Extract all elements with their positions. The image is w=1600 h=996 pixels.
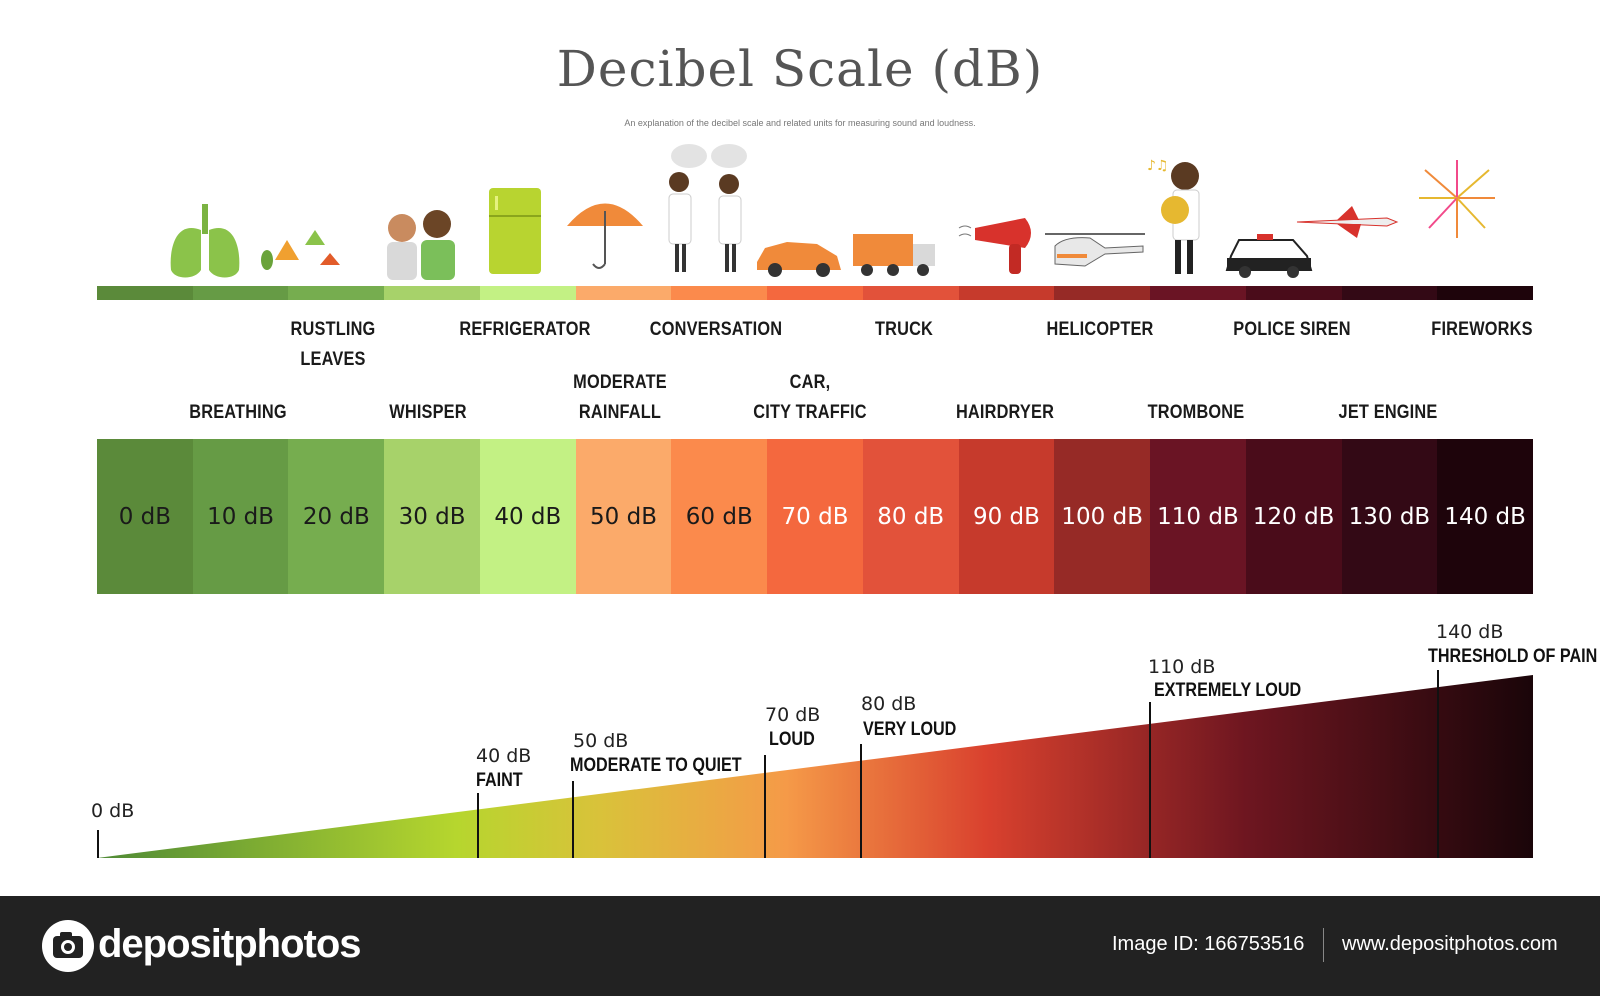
source-rustling-leaves: RUSTLING LEAVES (290, 319, 376, 370)
source-moderate-rainfall: MODERATE RAINFALL (573, 372, 667, 423)
trombone-player-icon: ♪♫ (1147, 158, 1200, 274)
site-url[interactable]: www.depositphotos.com (1342, 933, 1558, 955)
db-cell: 40 dB (479, 439, 576, 594)
source-whisper: WHISPER (389, 402, 467, 423)
marker-140-db: 140 dB (1436, 621, 1504, 643)
strip-segment (479, 286, 576, 300)
db-cell: 30 dB (384, 439, 480, 594)
strip-segment (862, 286, 959, 300)
source-trombone: TROMBONE (1147, 402, 1245, 423)
marker-110-label: EXTREMELY LOUD (1154, 680, 1302, 701)
police-car-icon (1225, 234, 1313, 278)
source-hairdryer: HAIRDRYER (955, 402, 1055, 423)
source-fireworks: FIREWORKS (1431, 319, 1533, 340)
footer-bar (0, 896, 1600, 996)
db-cell: 100 dB (1054, 439, 1151, 594)
source-refrigerator: REFRIGERATOR (459, 319, 591, 340)
leaves-icon (261, 230, 340, 270)
conversation-people-icon (668, 144, 747, 272)
camera-logo-icon (42, 920, 94, 972)
svg-text:♪♫: ♪♫ (1147, 158, 1169, 174)
source-truck: TRUCK (874, 319, 934, 340)
source-helicopter: HELICOPTER (1046, 319, 1154, 340)
strip-segment (288, 286, 385, 300)
image-id: Image ID: 166753516 (1112, 933, 1305, 955)
strip-segment (97, 286, 193, 300)
source-jet-engine: JET ENGINE (1338, 402, 1438, 423)
source-car-city-traffic: CAR, CITY TRAFFIC (753, 372, 867, 423)
marker-40-label: FAINT (476, 770, 523, 791)
marker-80-db: 80 dB (861, 693, 917, 715)
strip-segment (1341, 286, 1438, 300)
refrigerator-icon (489, 188, 541, 274)
db-cell: 90 dB (958, 439, 1055, 594)
db-cell: 140 dB (1437, 439, 1534, 594)
db-cell: 20 dB (288, 439, 385, 594)
source-breathing: BREATHING (189, 402, 287, 423)
brand-name: depositphotos (98, 922, 362, 966)
marker-40-db: 40 dB (476, 745, 532, 767)
marker-140-label: THRESHOLD OF PAIN (1428, 646, 1598, 667)
marker-50-db: 50 dB (573, 730, 629, 752)
db-cell: 50 dB (575, 439, 672, 594)
strip-segment (1054, 286, 1151, 300)
marker-70-db: 70 dB (765, 704, 821, 726)
db-cell: 120 dB (1245, 439, 1342, 594)
db-cell: 80 dB (862, 439, 959, 594)
marker-50-label: MODERATE TO QUIET (570, 755, 742, 776)
db-cell: 10 dB (192, 439, 289, 594)
airplane-icon (1296, 206, 1399, 238)
strip-segment (671, 286, 768, 300)
strip-segment (1150, 286, 1246, 300)
footer-divider (1323, 928, 1324, 962)
marker-110-db: 110 dB (1148, 656, 1216, 678)
strip-segment (1437, 286, 1534, 300)
fireworks-icon (1419, 160, 1495, 238)
db-cell: 130 dB (1341, 439, 1438, 594)
source-conversation: CONVERSATION (649, 319, 783, 340)
strip-segment (767, 286, 863, 300)
strip-segment (192, 286, 289, 300)
color-scale-strip (97, 286, 1534, 300)
whisper-people-icon (387, 210, 455, 280)
truck-icon (853, 234, 935, 276)
helicopter-icon (1045, 233, 1145, 267)
marker-80-label: VERY LOUD (863, 719, 957, 740)
umbrella-icon (567, 203, 643, 269)
lungs-icon (170, 204, 240, 278)
marker-70-label: LOUD (769, 729, 815, 750)
decibel-scale-bar: 0 dB 10 dB 20 dB 30 dB 40 dB 50 dB 60 dB 70 dB 8… (97, 439, 1534, 594)
strip-segment (1245, 286, 1342, 300)
strip-segment (384, 286, 480, 300)
db-cell: 70 dB (767, 439, 863, 594)
db-cell: 0 dB (97, 439, 193, 594)
marker-0-db: 0 dB (91, 800, 135, 822)
illustration-row: ♪♫ (170, 144, 1495, 280)
car-icon (757, 242, 841, 277)
page-subtitle: An explanation of the decibel scale and … (624, 118, 976, 128)
source-police-siren: POLICE SIREN (1233, 319, 1351, 340)
db-cell: 110 dB (1150, 439, 1246, 594)
hairdryer-icon (958, 218, 1031, 274)
db-cell: 60 dB (671, 439, 768, 594)
page-title: Decibel Scale (dB) (556, 40, 1044, 98)
strip-segment (575, 286, 672, 300)
strip-segment (958, 286, 1055, 300)
